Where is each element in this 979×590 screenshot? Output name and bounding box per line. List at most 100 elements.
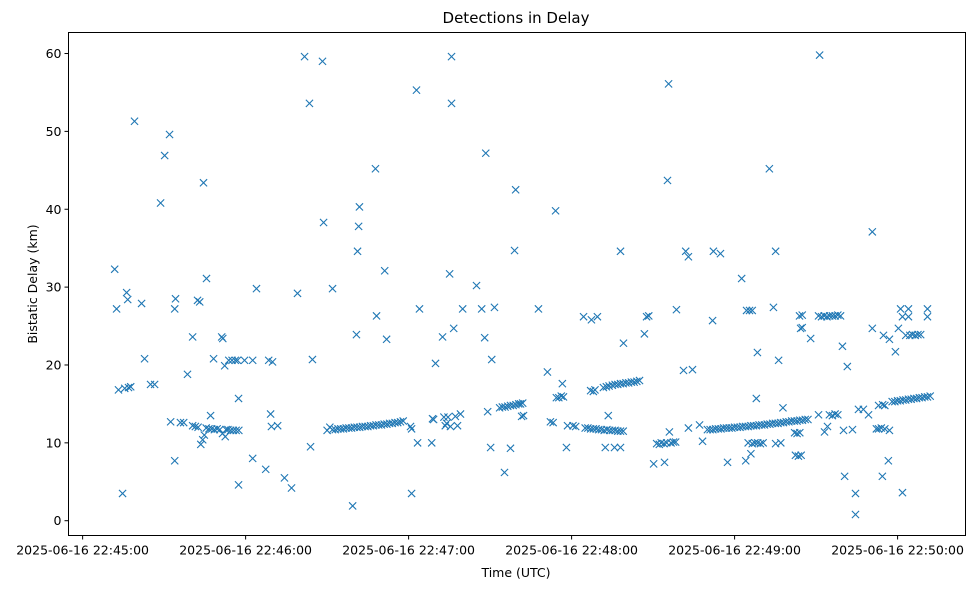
data-point (483, 407, 492, 416)
data-point (458, 304, 467, 313)
data-point (146, 380, 155, 389)
x-tick-label: 2025-06-16 22:50:00 (831, 543, 964, 558)
data-point (406, 422, 415, 431)
data-point (552, 393, 561, 402)
y-tick-label: 50 (46, 124, 62, 139)
x-tick-label: 2025-06-16 22:49:00 (668, 543, 801, 558)
data-point (234, 480, 243, 489)
data-point (431, 359, 440, 368)
x-tick-label: 2025-06-16 22:48:00 (505, 543, 638, 558)
data-point (122, 288, 131, 297)
data-point (480, 333, 489, 342)
data-point (231, 356, 240, 365)
data-point (901, 331, 910, 340)
data-point (194, 423, 203, 432)
data-point (355, 202, 364, 211)
data-point (579, 312, 588, 321)
data-point (191, 422, 200, 431)
data-point (348, 501, 357, 510)
data-point (218, 334, 227, 343)
data-point (797, 451, 806, 460)
data-point (261, 465, 270, 474)
data-point (234, 426, 243, 435)
data-point (664, 79, 673, 88)
y-axis-ticks: 0 10 20 30 40 50 60 (46, 46, 69, 528)
data-point (923, 392, 932, 401)
data-point (798, 323, 807, 332)
data-point (880, 401, 889, 410)
data-point (630, 378, 639, 387)
data-point (878, 472, 887, 481)
data-point (884, 456, 893, 465)
data-point (449, 324, 458, 333)
data-point (635, 376, 644, 385)
data-point (150, 380, 159, 389)
data-point (716, 249, 725, 258)
data-point (896, 304, 905, 313)
x-axis-label: Time (UTC) (480, 565, 550, 580)
data-point (486, 443, 495, 452)
data-point (820, 427, 829, 436)
data-point (234, 394, 243, 403)
data-point (839, 426, 848, 435)
data-point (306, 442, 315, 451)
data-point (546, 417, 555, 426)
data-point (506, 444, 515, 453)
data-point (684, 252, 693, 261)
data-point (198, 435, 207, 444)
y-tick-label: 60 (46, 46, 62, 61)
data-point (840, 472, 849, 481)
plot-frame (68, 32, 966, 536)
data-point (684, 424, 693, 433)
data-point (665, 427, 674, 436)
data-point (490, 303, 499, 312)
data-point (795, 428, 804, 437)
data-point (534, 304, 543, 313)
data-point (806, 334, 815, 343)
data-point (126, 382, 135, 391)
data-point (774, 356, 783, 365)
data-point (616, 427, 625, 436)
data-point (137, 299, 146, 308)
data-point (632, 377, 641, 386)
data-point (287, 484, 296, 492)
data-point (509, 401, 518, 410)
data-point (501, 403, 510, 412)
data-point (590, 385, 599, 394)
data-point (399, 417, 408, 426)
data-point (644, 311, 653, 320)
data-point (188, 421, 197, 430)
data-point (843, 362, 852, 371)
data-point (868, 324, 877, 333)
data-point (412, 86, 421, 95)
data-point (748, 306, 757, 315)
data-point (833, 311, 842, 320)
data-point (439, 413, 448, 422)
data-point (776, 438, 785, 447)
y-tick-label: 20 (46, 357, 62, 372)
data-point (681, 247, 690, 256)
data-point (599, 383, 608, 392)
data-point (891, 347, 900, 356)
data-point (353, 247, 362, 256)
data-point (885, 426, 894, 435)
data-point (382, 335, 391, 344)
data-point (904, 312, 913, 321)
data-point (778, 403, 787, 412)
data-point (923, 312, 932, 321)
data-point (195, 297, 204, 306)
data-point (798, 311, 807, 320)
data-point (709, 247, 718, 256)
data-point (518, 399, 527, 408)
data-point (447, 52, 456, 61)
chart-title: Detections in Delay (443, 9, 590, 27)
data-point (803, 415, 812, 424)
data-point (831, 410, 840, 419)
data-point (352, 330, 361, 339)
data-point (170, 304, 179, 313)
y-tick-label: 10 (46, 435, 62, 450)
data-point (723, 458, 732, 467)
data-point (110, 265, 119, 274)
data-point (160, 151, 169, 160)
data-point (759, 438, 768, 447)
